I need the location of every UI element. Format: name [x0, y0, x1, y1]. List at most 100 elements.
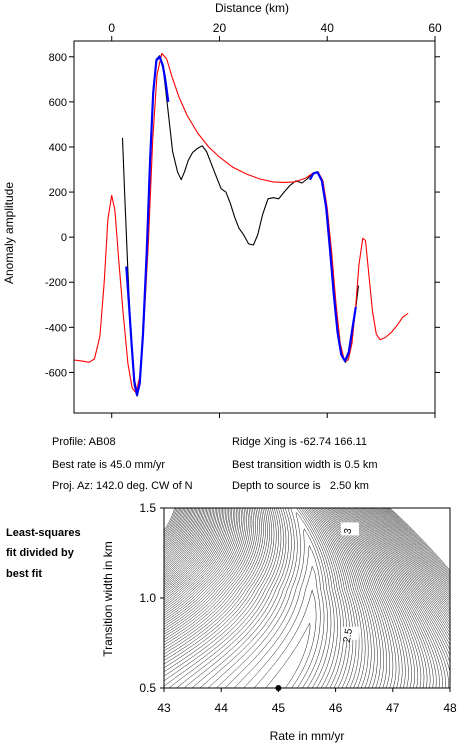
contour-line — [265, 623, 311, 688]
profile-series — [74, 52, 409, 397]
top-y-tick-label: 400 — [49, 142, 67, 154]
info-depth: Depth to source is 2.50 km — [232, 480, 369, 492]
top-x-tick-label: 60 — [428, 21, 442, 35]
misfit-contours — [164, 508, 450, 688]
contour-line — [164, 508, 450, 637]
profile-plot: Distance (km) 0 20 40 60 Anomaly amplitude … — [2, 1, 442, 418]
contour-line — [164, 508, 450, 601]
contour-line — [164, 508, 450, 606]
top-y-tick-label: -400 — [45, 322, 67, 334]
top-y-ticks: 800 600 400 200 0 -200 -400 -600 — [45, 52, 440, 379]
contour-line — [164, 508, 449, 688]
info-ridge-xing: Ridge Xing is -62.74 166.11 — [232, 436, 367, 448]
contour-line — [164, 508, 450, 630]
side-note-line-3: best fit — [6, 568, 42, 580]
top-x-ticks: 0 20 40 60 — [108, 21, 442, 418]
bottom-x-axis-label: Rate in mm/yr — [270, 729, 345, 743]
bottom-y-tick-label: 1.5 — [139, 501, 156, 515]
bottom-y-tick-label: 1.0 — [139, 591, 156, 605]
best-fit-marker — [275, 685, 282, 691]
contour-line — [164, 508, 450, 590]
series-fit-window — [309, 171, 357, 363]
contour-line — [234, 545, 325, 688]
contour-line — [164, 508, 372, 688]
contour-line — [164, 508, 450, 586]
top-y-tick-label: -600 — [45, 367, 67, 379]
bottom-x-tick-label: 44 — [215, 701, 229, 715]
top-x-tick-label: 20 — [213, 21, 227, 35]
contour-line — [164, 508, 450, 573]
contour-line — [164, 508, 450, 578]
bottom-y-tick-label: 0.5 — [139, 681, 156, 695]
bottom-x-tick-label: 48 — [443, 701, 457, 715]
contour-line — [164, 508, 384, 688]
contour-line — [164, 508, 450, 588]
top-y-tick-label: 200 — [49, 187, 67, 199]
contour-line — [164, 508, 406, 688]
contour-label: 3 — [343, 527, 355, 535]
contour-line — [164, 508, 450, 624]
bottom-y-axis-label: Transition width in km — [101, 541, 115, 657]
top-y-tick-label: -200 — [45, 277, 67, 289]
series-observed — [121, 55, 360, 397]
contour-line — [164, 508, 450, 663]
contour-line — [164, 508, 446, 688]
info-panel: Profile: AB08 Best rate is 45.0 mm/yr Pr… — [52, 436, 378, 492]
top-y-axis-label: Anomaly amplitude — [2, 182, 16, 284]
top-x-tick-label: 0 — [108, 21, 115, 35]
contour-line — [164, 508, 387, 688]
info-best-rate: Best rate is 45.0 mm/yr — [52, 459, 165, 471]
contour-line — [164, 508, 360, 688]
contour-line — [164, 508, 450, 595]
contour-line — [164, 508, 450, 651]
bottom-x-tick-label: 46 — [329, 701, 343, 715]
side-note-line-2: fit divided by — [6, 547, 75, 559]
contour-line — [164, 508, 450, 580]
misfit-contour-plot: 32.5 43 44 45 46 47 48 0.51.01.5 Rate in mm/y… — [101, 501, 457, 743]
side-note: Least-squares fit divided by best fit — [6, 527, 81, 580]
contour-line — [164, 508, 434, 688]
contour-line — [164, 508, 412, 688]
bottom-y-ticks: 0.5 1.0 1.5 — [139, 501, 164, 695]
contour-line — [164, 508, 375, 688]
top-y-tick-label: 800 — [49, 52, 67, 64]
side-note-line-1: Least-squares — [6, 527, 81, 539]
contour-labels: 32.5 — [340, 522, 359, 643]
contour-line — [225, 528, 328, 688]
top-x-axis-label: Distance (km) — [215, 1, 289, 15]
contour-line — [164, 508, 381, 688]
contour-line — [164, 508, 450, 608]
contour-line — [164, 508, 431, 688]
series-modeled — [74, 52, 409, 394]
top-y-tick-label: 600 — [49, 97, 67, 109]
info-best-width: Best transition width is 0.5 km — [232, 459, 378, 471]
contour-line — [164, 508, 443, 688]
bottom-x-tick-label: 45 — [272, 701, 286, 715]
contour-label-bg — [340, 522, 359, 536]
contour-line — [164, 508, 394, 688]
contour-line — [164, 508, 440, 688]
contour-line — [164, 508, 409, 688]
bottom-x-tick-label: 43 — [157, 701, 171, 715]
series-fit-window — [125, 55, 170, 397]
contour-line — [164, 508, 369, 688]
contour-line — [164, 508, 400, 688]
contour-label: 2.5 — [342, 627, 355, 643]
contour-line — [164, 508, 450, 574]
contour-line — [164, 508, 450, 627]
contour-line — [164, 508, 428, 688]
bottom-x-ticks: 43 44 45 46 47 48 — [157, 688, 457, 715]
top-y-tick-label: 0 — [61, 232, 67, 244]
contour-line — [253, 589, 317, 688]
profile-plot-frame — [73, 40, 436, 414]
top-x-tick-label: 40 — [321, 21, 335, 35]
contour-line — [164, 508, 450, 593]
contour-line — [216, 512, 332, 688]
contour-label-bg — [340, 626, 359, 640]
bottom-x-tick-label: 47 — [386, 701, 400, 715]
info-proj-az: Proj. Az: 142.0 deg. CW of N — [52, 480, 193, 492]
contour-line — [164, 508, 450, 603]
contour-line — [164, 508, 378, 688]
contour-line — [164, 508, 403, 688]
